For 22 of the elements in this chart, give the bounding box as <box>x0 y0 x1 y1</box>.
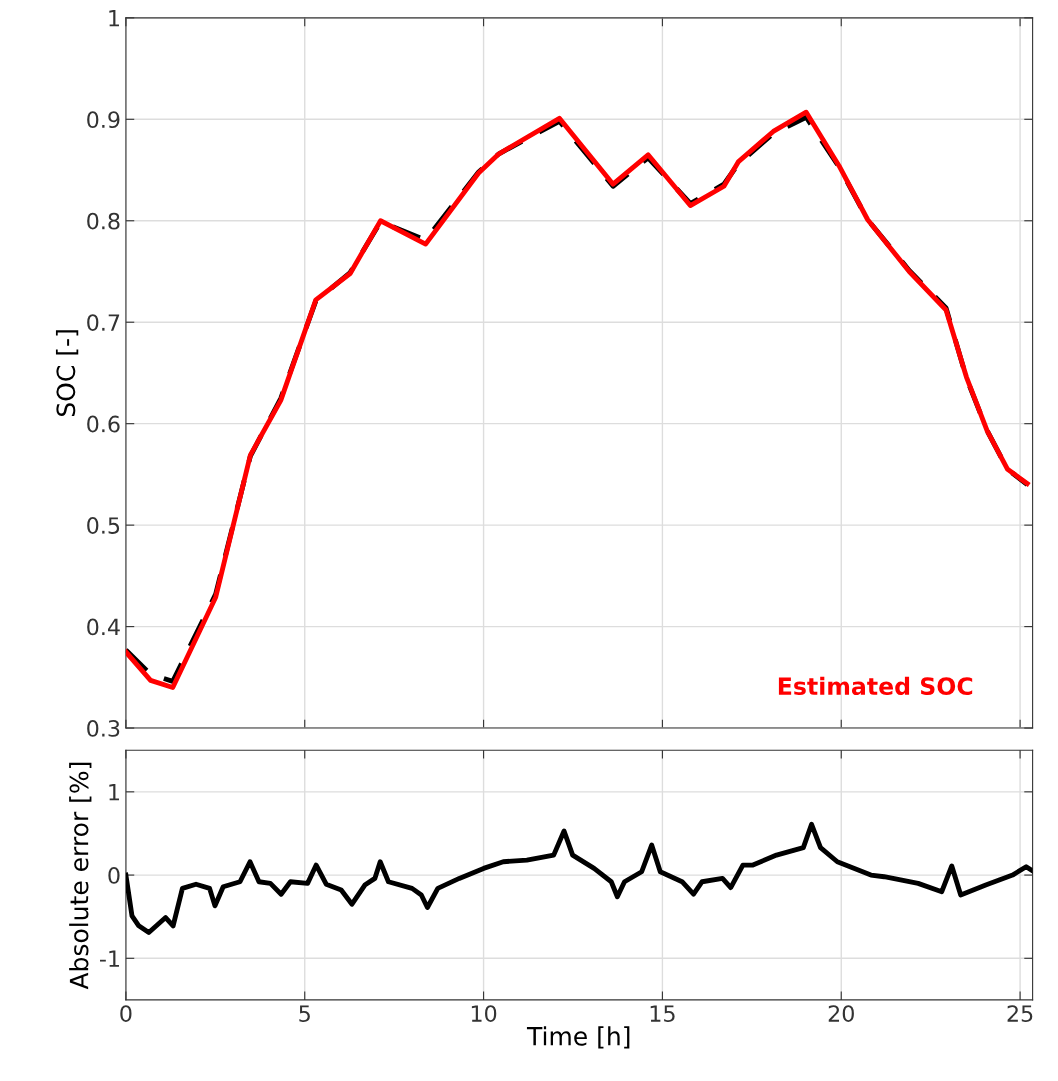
y-axis-title: SOC [-] <box>55 330 79 417</box>
x-axis-title: Time [h] <box>526 1026 630 1049</box>
y-tick-label: 0.9 <box>87 111 120 129</box>
x-tick-label: 15 <box>650 1005 675 1022</box>
y-tick-label: 0.6 <box>87 415 120 433</box>
y-tick-label: 1 <box>109 10 119 27</box>
y-axis-title: Absolute error [%] <box>69 762 92 990</box>
x-tick-label: 10 <box>471 1005 497 1022</box>
y-tick-label: 0.3 <box>87 720 120 737</box>
y-tick-label: 0 <box>108 867 120 884</box>
y-tick-label: 0.7 <box>87 314 120 331</box>
y-tick-label: 0.8 <box>87 212 120 230</box>
line-series <box>125 821 1033 935</box>
text: Estimated SOC <box>778 676 973 696</box>
y-tick-label: -1 <box>99 950 119 967</box>
y-tick-label: 0.4 <box>87 618 120 636</box>
y-tick-label: 0.5 <box>87 517 120 534</box>
x-tick-label: 5 <box>299 1005 310 1022</box>
y-tick-label: 1 <box>109 784 119 801</box>
x-tick-label: 20 <box>828 1005 854 1022</box>
x-tick-label: 25 <box>1007 1005 1033 1022</box>
x-tick-label: 0 <box>120 1005 132 1022</box>
